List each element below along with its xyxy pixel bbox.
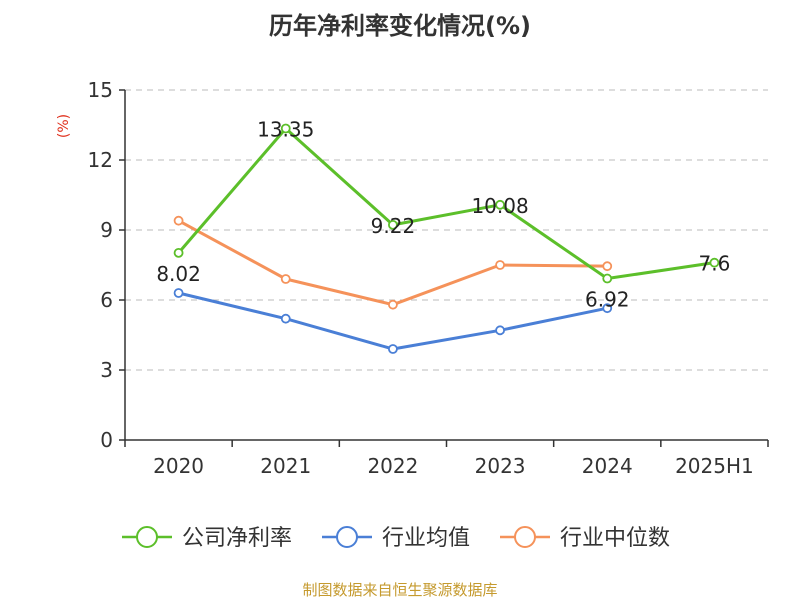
x-tick-label: 2021 [260, 454, 311, 478]
x-tick-label: 2024 [582, 454, 633, 478]
legend-item: 公司净利率 [122, 526, 292, 551]
data-label: 10.08 [471, 194, 528, 218]
data-point [173, 288, 184, 298]
data-labels: 8.02 13.35 9.22 10.08 6.92 7.6 [156, 118, 730, 312]
data-point [280, 123, 291, 134]
data-point [709, 257, 720, 268]
legend-label: 行业均值 [382, 526, 470, 551]
x-tick-label: 2025H1 [675, 454, 754, 478]
y-tick-label: 12 [88, 148, 113, 172]
y-axis-unit: (%) [56, 114, 72, 138]
legend-swatch-marker [136, 526, 158, 548]
y-tick-label: 0 [100, 428, 113, 452]
legend-item: 行业中位数 [500, 526, 670, 551]
data-label: 9.22 [371, 214, 416, 238]
y-tick-label: 6 [100, 288, 113, 312]
data-point [602, 273, 613, 284]
data-point [280, 274, 291, 284]
x-tick-label: 2022 [367, 454, 418, 478]
x-tick-label: 2020 [153, 454, 204, 478]
source-note: 制图数据来自恒生聚源数据库 [302, 581, 497, 599]
data-label: 6.92 [585, 288, 630, 312]
series-line [177, 127, 715, 281]
gridlines [125, 89, 768, 371]
y-tick-label: 15 [88, 78, 113, 102]
legend-label: 行业中位数 [560, 526, 670, 551]
series [173, 123, 720, 354]
data-label: 7.6 [699, 252, 731, 276]
data-point [495, 260, 505, 270]
data-point [495, 199, 505, 210]
data-point [388, 219, 398, 230]
data-point [280, 313, 291, 324]
data-point [602, 261, 613, 272]
data-label: 13.35 [257, 118, 314, 142]
x-tick-label: 2023 [475, 454, 526, 478]
data-label: 8.02 [156, 262, 201, 286]
axes: 0 3 6 9 12 15 2020 2021 2022 2023 2024 2025H1 [88, 78, 769, 478]
legend-swatch-marker [514, 526, 536, 548]
legend: 公司净利率 行业均值 行业中位数 [122, 526, 670, 551]
legend-swatch-marker [336, 526, 358, 548]
y-tick-label: 9 [100, 218, 113, 242]
data-point [388, 299, 398, 310]
data-point [602, 303, 613, 314]
legend-label: 公司净利率 [182, 526, 292, 551]
data-point [388, 344, 398, 354]
chart-title: 历年净利率变化情况(%) [269, 12, 531, 40]
legend-item: 行业均值 [322, 526, 470, 551]
data-point [173, 215, 184, 226]
data-point [495, 325, 505, 336]
y-tick-label: 3 [100, 358, 113, 382]
data-point [173, 247, 184, 258]
